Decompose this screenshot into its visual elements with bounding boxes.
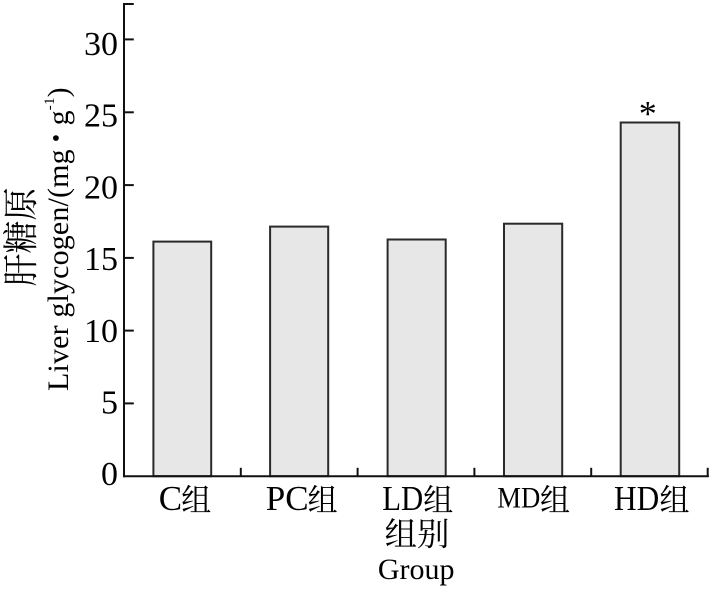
svg-text:30: 30	[84, 26, 118, 63]
svg-text:LD: LD	[382, 479, 423, 518]
svg-text:10: 10	[84, 313, 118, 350]
svg-text:25: 25	[84, 98, 118, 135]
svg-text:5: 5	[101, 385, 118, 422]
svg-text:Liver glycogen/(mg•g-1): Liver glycogen/(mg•g-1)	[42, 87, 75, 391]
svg-text:20: 20	[84, 169, 118, 206]
svg-text:HD: HD	[614, 479, 659, 518]
svg-text:PC: PC	[266, 479, 309, 518]
svg-text:0: 0	[101, 456, 118, 493]
svg-text:Group: Group	[378, 553, 455, 586]
svg-text:MD: MD	[497, 481, 540, 514]
svg-text:C: C	[159, 479, 182, 518]
svg-text:*: *	[639, 94, 657, 134]
svg-text:15: 15	[84, 241, 118, 278]
